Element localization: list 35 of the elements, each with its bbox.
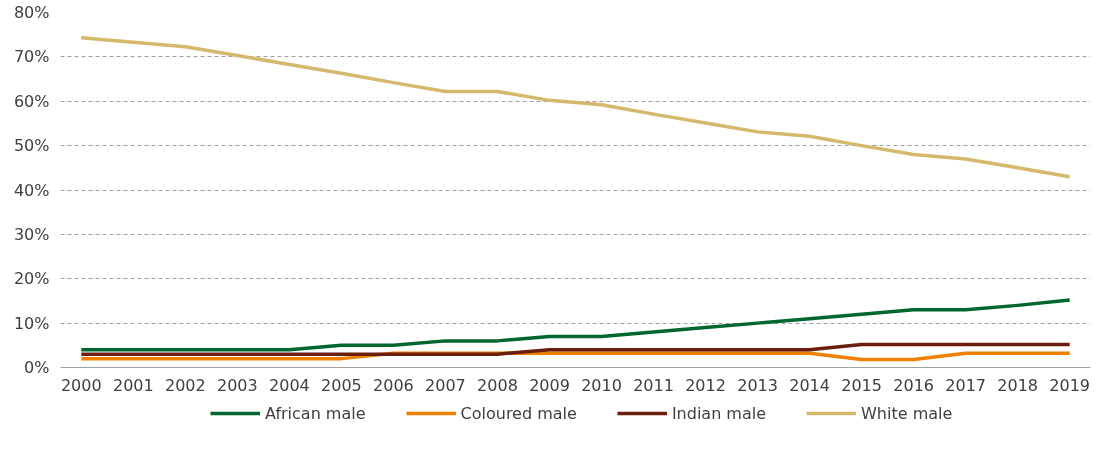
x-tick-label: 2009: [529, 375, 570, 395]
x-tick-label: 2010: [581, 375, 622, 395]
line-series: [79, 298, 1072, 352]
y-tick-label: 70%: [13, 47, 50, 67]
x-tick-label: 2000: [60, 375, 102, 395]
y-tick-label: 20%: [13, 269, 50, 289]
x-tick-label: 2012: [685, 375, 726, 395]
legend-label: Coloured male: [460, 403, 577, 423]
x-tick-label: 2001: [112, 375, 154, 395]
y-tick-label: 40%: [13, 180, 50, 200]
x-tick-label: 2004: [269, 375, 310, 395]
x-tick-label: 2018: [997, 375, 1039, 395]
x-tick-label: 2019: [1049, 375, 1091, 395]
x-tick-label: 2008: [477, 375, 518, 395]
y-tick-label: 30%: [13, 224, 50, 244]
x-tick-label: 2002: [164, 375, 206, 395]
x-tick-label: 2017: [945, 375, 987, 395]
x-tick-label: 2011: [633, 375, 674, 395]
line-series: [79, 36, 1072, 179]
legend-label: Indian male: [671, 403, 767, 423]
y-tick-label: 0%: [24, 358, 50, 377]
x-tick-label: 2015: [841, 375, 882, 395]
x-tick-label: 2016: [893, 375, 934, 395]
x-tick-label: 2007: [425, 375, 466, 395]
x-tick-label: 2005: [321, 375, 362, 395]
y-tick-label: 60%: [13, 91, 50, 111]
x-tick-label: 2014: [789, 375, 830, 395]
x-tick-label: 2006: [373, 375, 414, 395]
y-tick-label: 80%: [13, 3, 50, 22]
x-tick-label: 2003: [217, 375, 258, 395]
legend-label: African male: [265, 403, 366, 423]
y-tick-label: 50%: [13, 136, 50, 156]
legend-label: White male: [861, 403, 953, 423]
x-tick-label: 2013: [737, 375, 778, 395]
y-tick-label: 10%: [13, 313, 50, 333]
